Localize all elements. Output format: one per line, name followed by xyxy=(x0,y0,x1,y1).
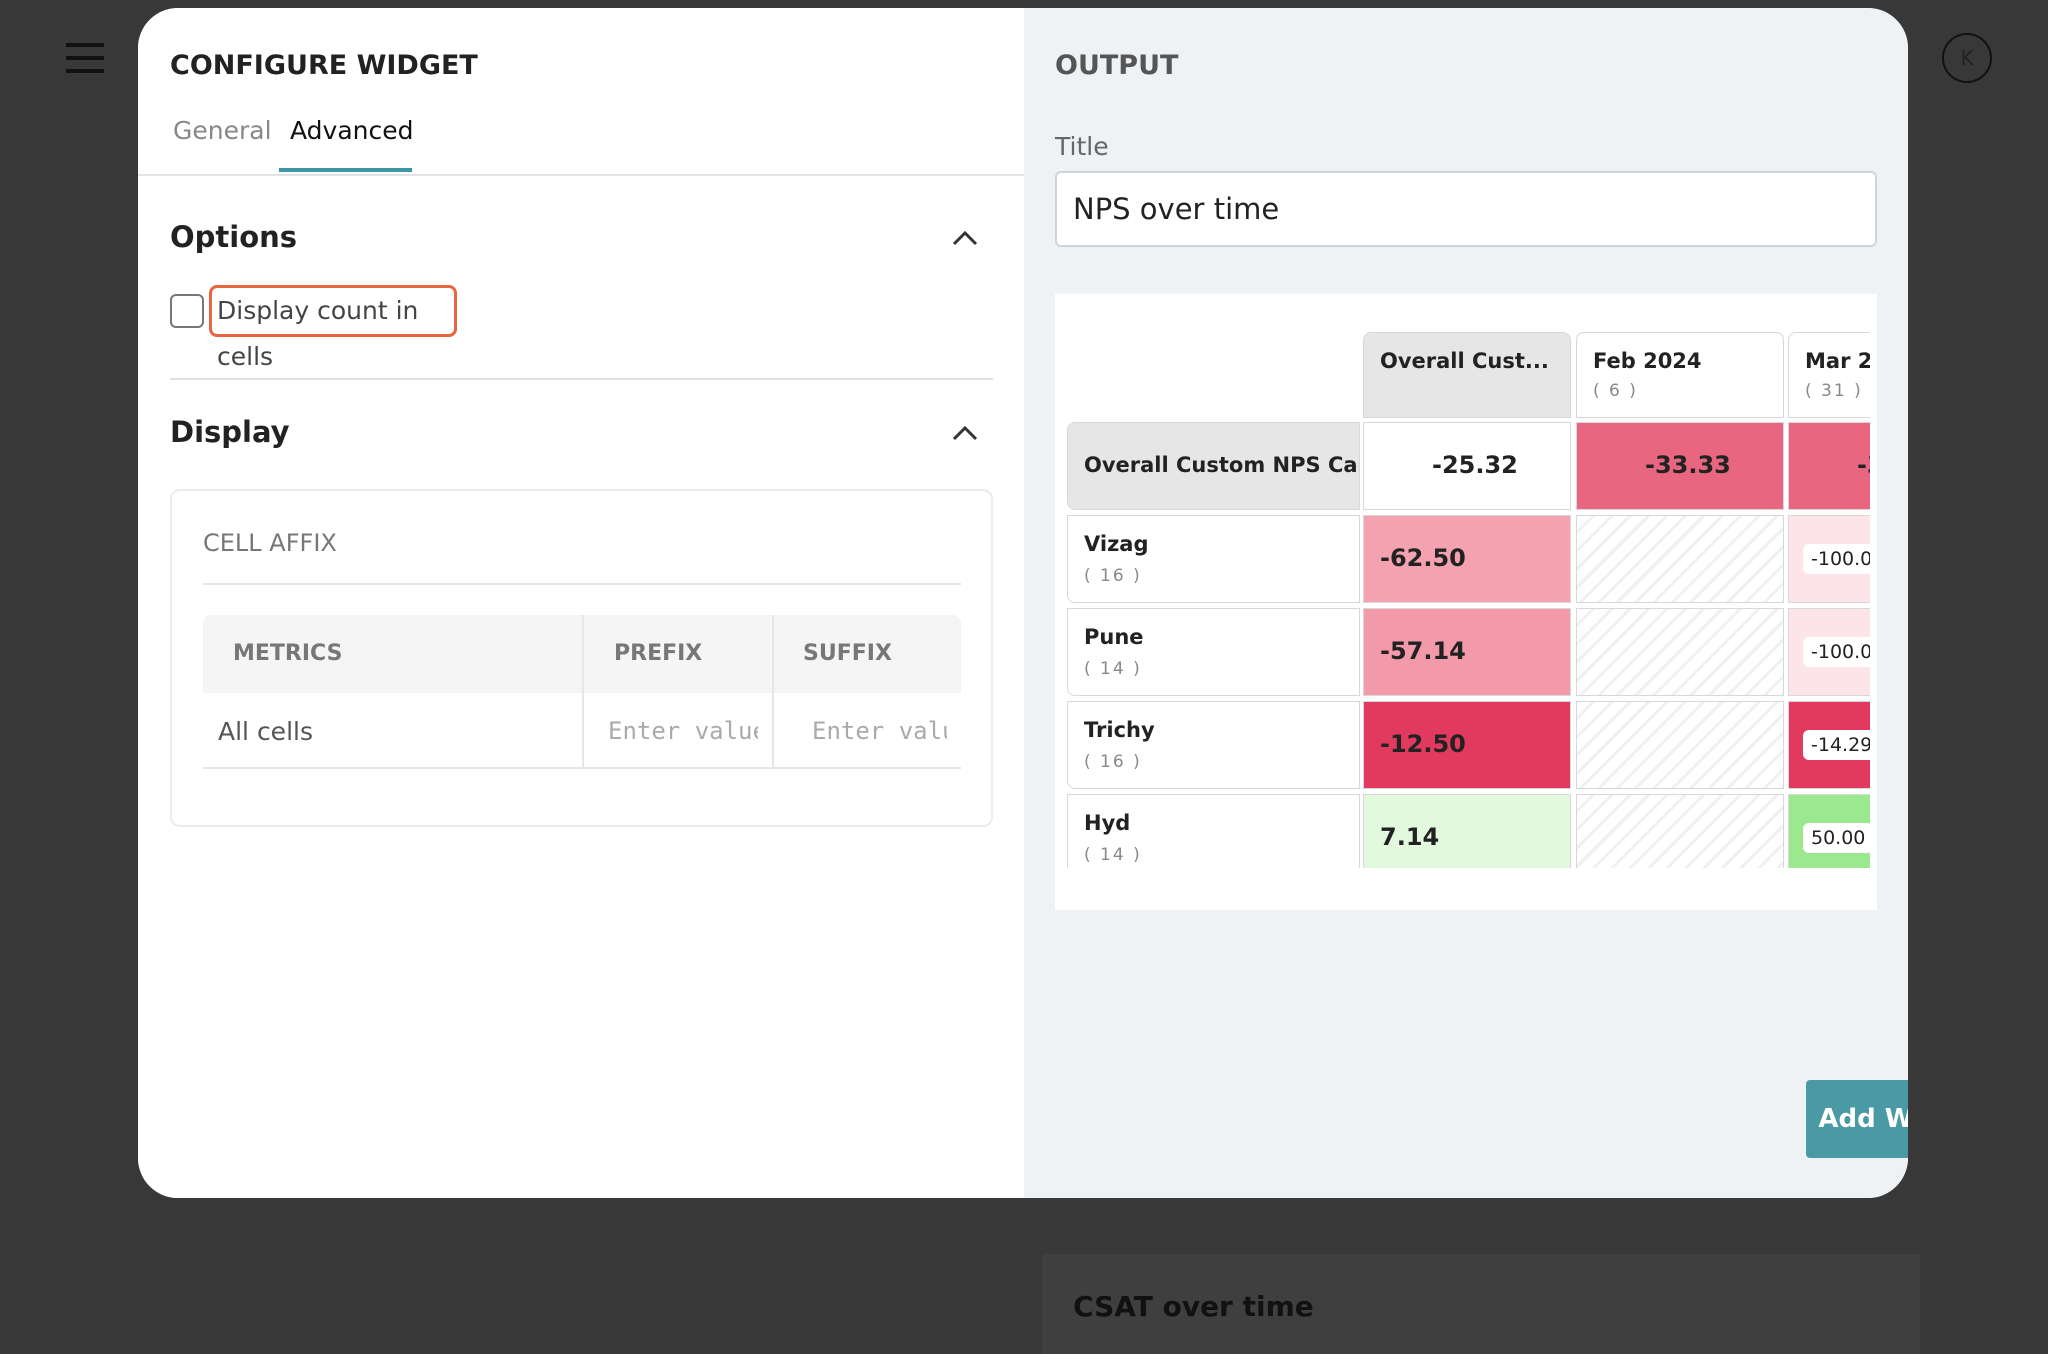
divider xyxy=(170,378,993,380)
heatmap-cell: -100.00 xyxy=(1788,515,1870,603)
panel-title: OUTPUT xyxy=(1055,50,1179,81)
column-label: Overall Cust... xyxy=(1380,349,1549,373)
card-title: CSAT over time xyxy=(1073,1290,1314,1323)
cell-value: 7.14 xyxy=(1380,823,1440,851)
row-count: ( 16 ) xyxy=(1084,752,1142,772)
divider xyxy=(138,174,1024,176)
collapse-icon[interactable] xyxy=(952,230,978,246)
row-label: Overall Custom NPS Calcu... xyxy=(1084,453,1359,477)
column-count: ( 6 ) xyxy=(1593,381,1638,401)
column-header: Overall Cust... xyxy=(1363,332,1571,418)
panel-title: CONFIGURE WIDGET xyxy=(170,50,478,81)
divider xyxy=(582,615,584,769)
tab-indicator xyxy=(279,168,412,172)
row-header: Pune ( 14 ) xyxy=(1067,608,1360,696)
card xyxy=(1042,1254,1920,1354)
checkbox[interactable] xyxy=(170,294,204,328)
cell-value: 50.00 xyxy=(1803,823,1870,853)
heatmap-cell: 50.00 xyxy=(1788,794,1870,868)
cell-value: -62.50 xyxy=(1380,544,1466,572)
menu-icon[interactable] xyxy=(66,42,104,74)
configure-panel: CONFIGURE WIDGET General Advanced Option… xyxy=(138,8,1024,1198)
row-count: ( 14 ) xyxy=(1084,845,1142,865)
column-header: Mar 2024 ( 31 ) xyxy=(1788,332,1870,418)
cell-value: -100.00 xyxy=(1803,637,1870,667)
section-title: Options xyxy=(170,220,298,254)
checkbox-label[interactable]: Display count in cells xyxy=(209,285,457,371)
heatmap-cell: -62.50 xyxy=(1363,515,1571,603)
divider xyxy=(203,767,961,769)
row-label: Vizag xyxy=(1084,532,1149,556)
column-count: ( 31 ) xyxy=(1805,381,1863,401)
heatmap-cell xyxy=(1576,701,1784,789)
field-label: Title xyxy=(1055,132,1109,161)
heatmap-cell: 7.14 xyxy=(1363,794,1571,868)
cell-value: -33.33 xyxy=(1645,451,1731,479)
column-label: Mar 2024 xyxy=(1805,349,1870,373)
column-header: Feb 2024 ( 6 ) xyxy=(1576,332,1784,418)
row-label: Hyd xyxy=(1084,811,1131,835)
row-header: Trichy ( 16 ) xyxy=(1067,701,1360,789)
divider xyxy=(203,583,961,585)
tab[interactable]: General xyxy=(173,116,272,145)
heatmap-cell xyxy=(1576,794,1784,868)
heatmap-cell: -100.00 xyxy=(1788,608,1870,696)
column-header: METRICS xyxy=(233,641,343,666)
section-title: Display xyxy=(170,415,290,449)
cell-value: -25.32 xyxy=(1432,451,1518,479)
tab[interactable]: Advanced xyxy=(290,116,414,145)
prefix-input[interactable]: Enter value xyxy=(608,717,758,745)
row-header: Overall Custom NPS Calcu... xyxy=(1067,422,1360,510)
avatar[interactable]: K xyxy=(1942,33,1992,83)
column-label: Feb 2024 xyxy=(1593,349,1702,373)
heatmap-cell: -38.71 xyxy=(1788,422,1870,510)
section-label: CELL AFFIX xyxy=(203,529,337,557)
cell-value: -57.14 xyxy=(1380,637,1466,665)
cell-value: -14.29 xyxy=(1803,730,1870,760)
add-widget-button[interactable]: Add Widget xyxy=(1806,1080,1908,1158)
row-header: Vizag ( 16 ) xyxy=(1067,515,1360,603)
heatmap-table: Overall Cust... Feb 2024 ( 6 ) Mar 2024 ( 31… xyxy=(1067,332,1870,868)
heatmap-cell: -25.32 xyxy=(1363,422,1571,510)
heatmap-cell: -33.33 xyxy=(1576,422,1784,510)
heatmap-cell xyxy=(1576,608,1784,696)
column-header: SUFFIX xyxy=(803,641,892,666)
heatmap-cell: -14.29 xyxy=(1788,701,1870,789)
collapse-icon[interactable] xyxy=(952,425,978,441)
title-input[interactable]: NPS over time xyxy=(1055,171,1877,247)
table-card: Overall Cust... Feb 2024 ( 6 ) Mar 2024 ( 31… xyxy=(1055,294,1877,910)
output-panel: OUTPUT Title NPS over time Overall Cust.… xyxy=(1024,8,1908,1198)
heatmap-cell: -12.50 xyxy=(1363,701,1571,789)
suffix-input[interactable]: Enter value xyxy=(812,717,947,745)
heatmap-cell xyxy=(1576,515,1784,603)
row-count: ( 16 ) xyxy=(1084,566,1142,586)
modal: CONFIGURE WIDGET General Advanced Option… xyxy=(138,8,1908,1198)
metric-cell: All cells xyxy=(218,717,313,746)
cell-value: -12.50 xyxy=(1380,730,1466,758)
row-label: Trichy xyxy=(1084,718,1155,742)
row-label: Pune xyxy=(1084,625,1144,649)
heatmap-cell: -57.14 xyxy=(1363,608,1571,696)
row-count: ( 14 ) xyxy=(1084,659,1142,679)
row-header: Hyd ( 14 ) xyxy=(1067,794,1360,868)
cell-value: -38.71 xyxy=(1857,451,1870,479)
affix-card: CELL AFFIX METRICS PREFIX SUFFIX All cel… xyxy=(170,489,993,827)
cell-value: -100.00 xyxy=(1803,544,1870,574)
divider xyxy=(772,615,774,769)
column-header: PREFIX xyxy=(614,641,703,666)
